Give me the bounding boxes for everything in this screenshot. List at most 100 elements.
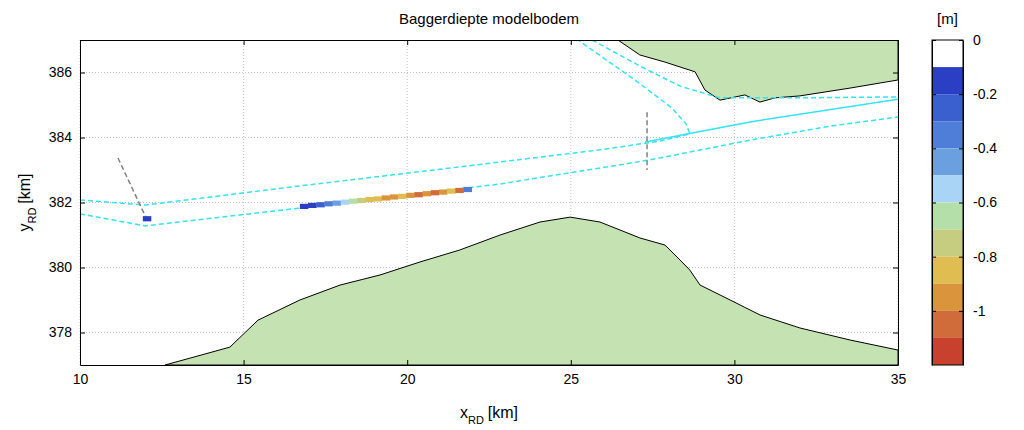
tick-mark	[893, 333, 898, 334]
tick-label: 378	[49, 324, 73, 340]
dredge-cell	[382, 195, 391, 200]
tick-mark	[80, 73, 85, 74]
land	[618, 40, 898, 102]
tick	[893, 138, 898, 139]
line	[80, 117, 898, 226]
tick: 30	[727, 360, 743, 387]
tick: -0.8	[959, 249, 997, 265]
colorbar-band	[932, 121, 963, 148]
tick-label: -0.2	[973, 86, 997, 102]
tick: 382	[49, 194, 85, 210]
tick-mark	[959, 40, 963, 41]
tick: 20	[400, 360, 416, 387]
colorbar-band	[932, 311, 963, 338]
tick-mark	[932, 40, 936, 41]
tick	[893, 333, 898, 334]
tick-mark	[932, 257, 936, 258]
tick-label: 35	[891, 371, 907, 387]
tick-label: 10	[73, 371, 89, 387]
axis-line	[81, 365, 899, 366]
colorbar-band	[932, 94, 963, 121]
tick	[893, 73, 898, 74]
tick-label: 15	[236, 371, 252, 387]
colorbar-label: [m]	[937, 10, 958, 27]
tick-label: 20	[400, 371, 416, 387]
tick-mark	[80, 203, 85, 204]
dredge-cell	[398, 194, 407, 199]
dredge-cell	[455, 188, 464, 193]
tick: 386	[49, 64, 85, 80]
tick-mark	[932, 94, 936, 95]
tick	[893, 268, 898, 269]
tick-label: 386	[49, 64, 73, 80]
colorbar-band	[932, 40, 963, 67]
tick-mark	[959, 148, 963, 149]
dredge-cell	[341, 200, 350, 205]
axis-line	[963, 41, 964, 366]
tick-label: 382	[49, 194, 73, 210]
dredge-cell	[316, 202, 325, 207]
x-axis-label: xRD[km]	[460, 404, 518, 426]
dredge-cell	[308, 203, 317, 208]
tick: 380	[49, 259, 85, 275]
tick-mark	[893, 203, 898, 204]
dredge-cell	[390, 194, 399, 199]
dredge-cell	[300, 204, 309, 209]
land	[165, 217, 898, 365]
grid-line-x	[243, 40, 244, 365]
dredge-cell	[324, 201, 333, 206]
dredge-cell	[414, 192, 423, 197]
colorbar-band	[932, 67, 963, 94]
plot-area	[80, 40, 898, 365]
tick-mark	[893, 138, 898, 139]
dredge-cells	[143, 187, 472, 221]
tick-mark	[80, 333, 85, 334]
tick: 384	[49, 129, 85, 145]
tick	[244, 40, 245, 45]
tick-label: 30	[727, 371, 743, 387]
title: Baggerdiepte modelbodem	[399, 10, 579, 27]
tick	[734, 40, 735, 45]
x-axis: 10 15 20 25 30 35	[73, 360, 907, 387]
tick-mark	[407, 40, 408, 45]
tick-label: 384	[49, 129, 73, 145]
tick	[932, 203, 936, 204]
tick	[932, 94, 936, 95]
tick	[932, 40, 936, 41]
tick-label: -0.4	[973, 140, 997, 156]
tick-label: 0	[973, 32, 981, 48]
dredge-cell	[333, 201, 342, 206]
colorbar-band	[932, 175, 963, 202]
colorbar	[932, 40, 963, 365]
line	[118, 158, 148, 222]
tick-label: -1	[973, 303, 986, 319]
tick-mark	[407, 360, 408, 365]
tick-mark	[571, 360, 572, 365]
colorbar-frame	[932, 40, 963, 365]
line	[592, 40, 898, 98]
tick: -0.2	[959, 86, 997, 102]
tick	[407, 40, 408, 45]
tick-mark	[244, 360, 245, 365]
dredge-cell	[349, 199, 358, 204]
y-axis: 378 380 382 384 386	[49, 41, 85, 366]
dredge-cell	[431, 190, 440, 195]
colorbar-band	[932, 148, 963, 175]
tick	[932, 257, 936, 258]
tick: 0	[959, 32, 981, 48]
colorbar-band	[932, 284, 963, 311]
colorbar-axis-left	[932, 41, 936, 366]
colorbar-band	[932, 338, 963, 365]
grid-line-y	[80, 202, 898, 203]
tick	[893, 203, 898, 204]
tick-mark	[932, 311, 936, 312]
axis-line	[898, 41, 899, 366]
tick: -1	[959, 303, 986, 319]
tick-mark	[932, 148, 936, 149]
map-layers	[80, 40, 898, 365]
tick-label: 25	[564, 371, 580, 387]
tick: -0.6	[959, 194, 997, 210]
y-axis-label: yRD[km]	[16, 173, 38, 231]
tick-label: -0.8	[973, 249, 997, 265]
tick-mark	[80, 138, 85, 139]
